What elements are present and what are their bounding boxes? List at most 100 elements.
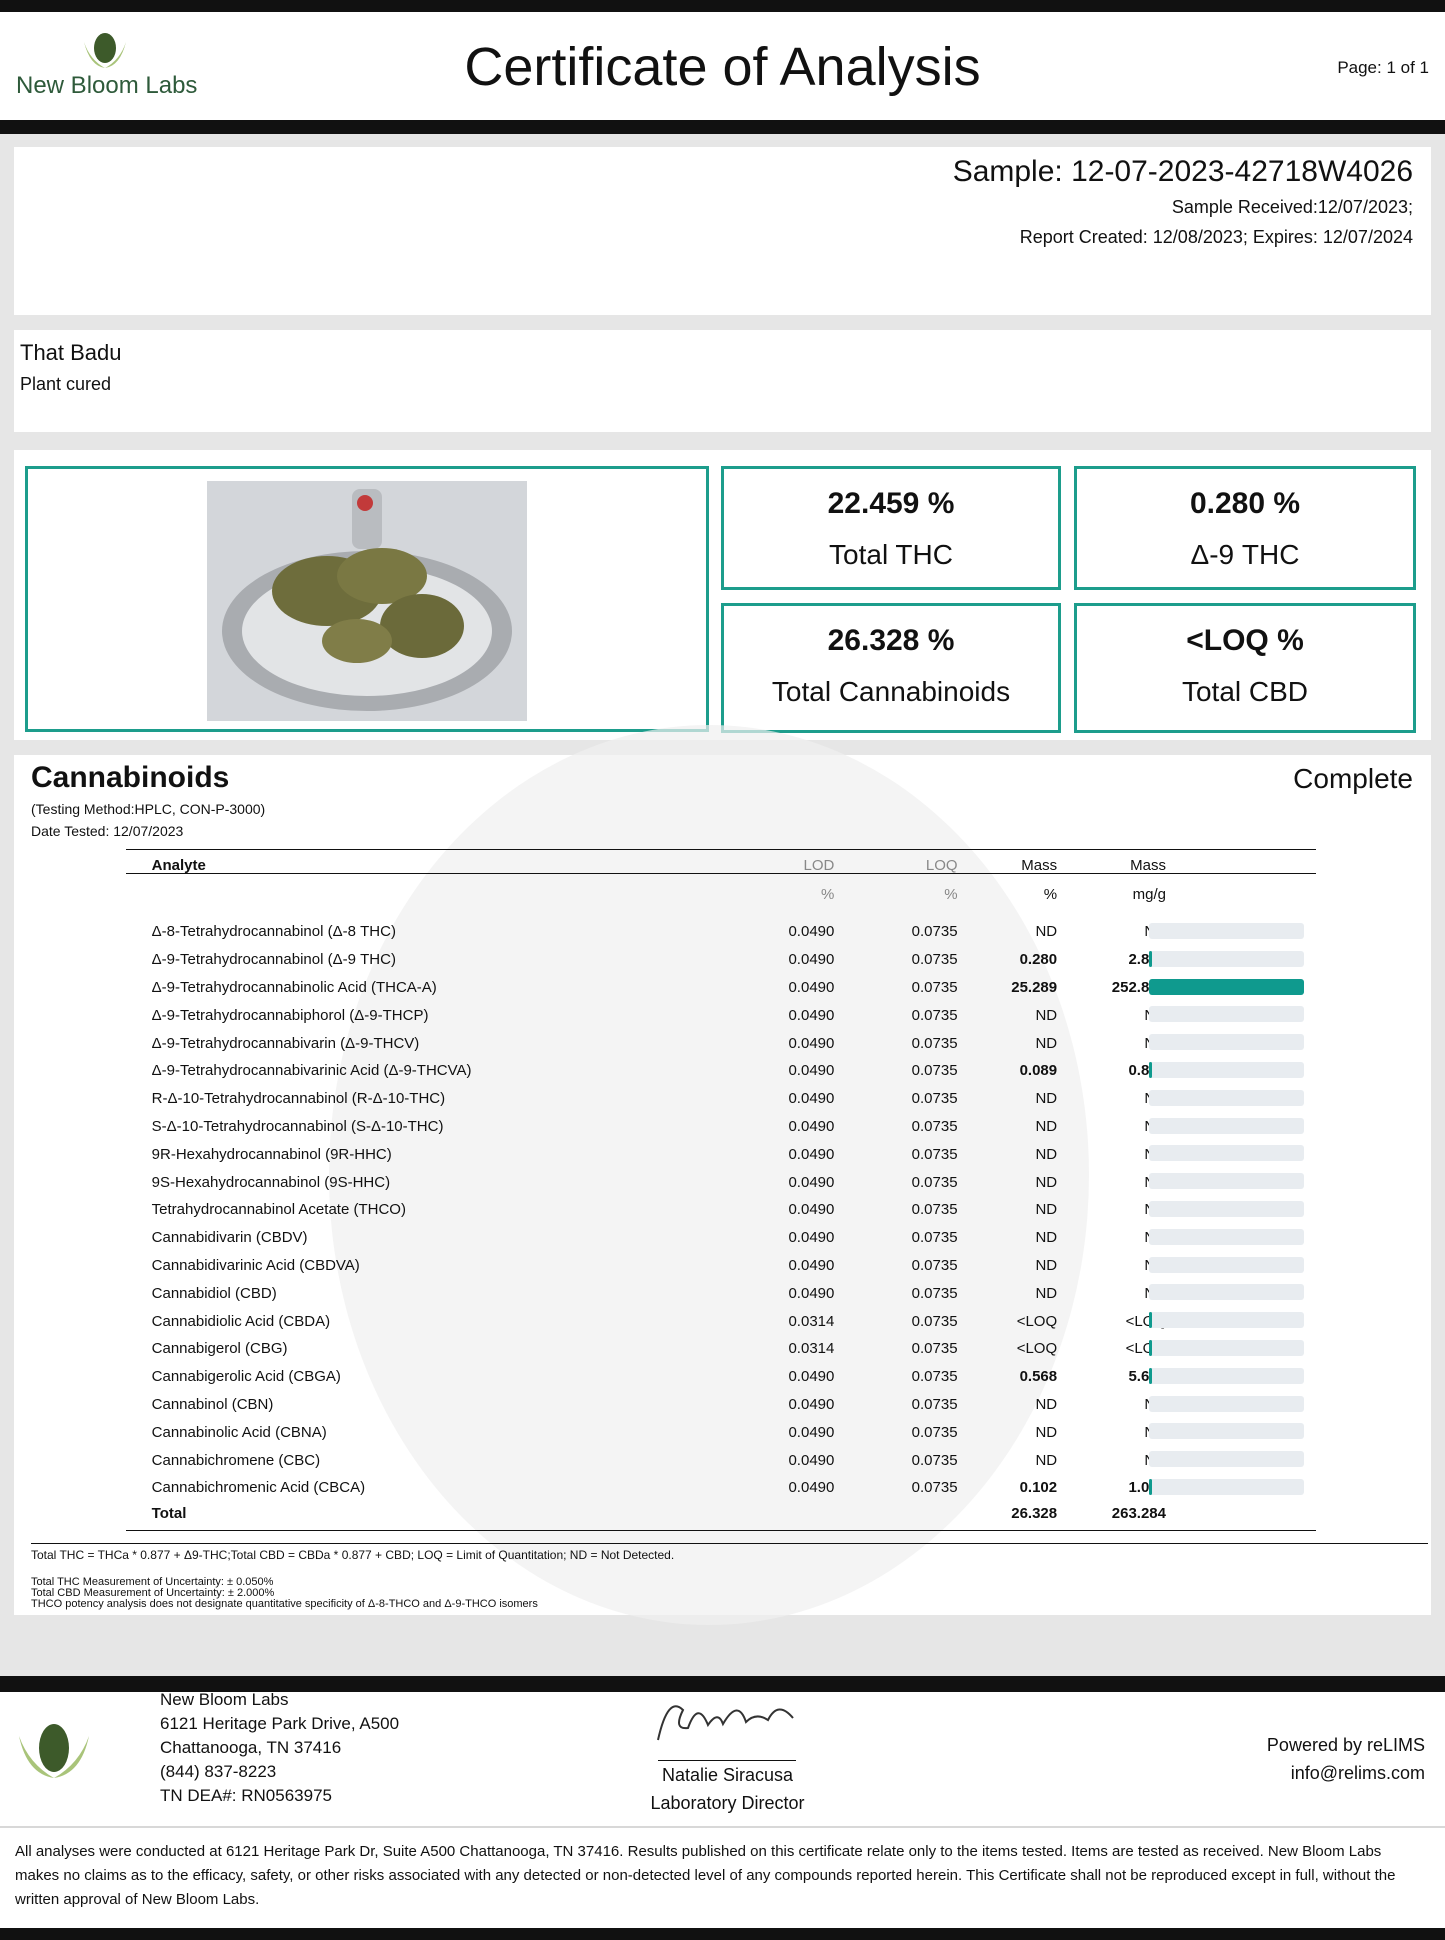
note-cbd: Total CBD Measurement of Uncertainty: ± …	[31, 1587, 275, 1599]
total-row: Total 26.328 263.284	[126, 1500, 1166, 1528]
analyte-name: Cannabidiolic Acid (CBDA)	[151, 1312, 331, 1330]
analyte-name: Cannabinol (CBN)	[151, 1395, 274, 1413]
mass-pct-value: ND	[1035, 1173, 1058, 1191]
uncertainty-notes: Total THC Measurement of Uncertainty: ± …	[31, 1577, 538, 1610]
table-row: Δ-9-Tetrahydrocannabinol (Δ-9 THC) 0.0490…	[126, 946, 1166, 974]
analyte-name: S-Δ-10-Tetrahydrocannabinol (S-Δ-10-THC)	[151, 1117, 444, 1135]
d9-thc-card: 0.280 % Δ-9 THC	[1074, 466, 1416, 590]
result-bar-track	[1149, 1395, 1304, 1412]
result-bar-track	[1149, 950, 1304, 967]
loq-value: 0.0735	[911, 1117, 958, 1135]
loq-value: 0.0735	[911, 1145, 958, 1163]
bottom-bar	[0, 1928, 1445, 1940]
total-cannabinoids-value: 26.328 %	[827, 624, 955, 657]
loq-value: 0.0735	[911, 1006, 958, 1024]
lab-dea: TN DEA#: RN0563975	[160, 1786, 332, 1805]
col-mass-pct: Mass	[1021, 857, 1058, 875]
loq-value: 0.0735	[911, 1034, 958, 1052]
result-bar-track	[1149, 1006, 1304, 1023]
table-top-rule	[126, 849, 1316, 850]
table-row: Cannabigerol (CBG) 0.0314 0.0735 <LOQ <LOQ	[126, 1335, 1166, 1363]
loq-value: 0.0735	[911, 1062, 958, 1080]
mass-pct-value: 0.280	[1019, 951, 1058, 969]
watermark-logo	[329, 725, 1089, 1625]
total-mass-pct: 26.328	[1011, 1505, 1058, 1523]
table-row: Δ-9-Tetrahydrocannabivarin (Δ-9-THCV) 0.0…	[126, 1029, 1166, 1057]
mass-pct-value: ND	[1035, 1423, 1058, 1441]
loq-value: 0.0735	[911, 1173, 958, 1191]
report-dates: Report Created: 12/08/2023; Expires: 12/…	[1019, 227, 1413, 247]
cannabinoid-table: Δ-8-Tetrahydrocannabinol (Δ-8 THC) 0.0490…	[126, 918, 1166, 1502]
contact-email[interactable]: info@relims.com	[1290, 1763, 1425, 1783]
signer-name: Natalie Siracusa	[661, 1765, 794, 1785]
mass-pct-value: <LOQ	[1016, 1312, 1058, 1330]
result-bar-track	[1149, 1062, 1304, 1078]
analyte-name: Cannabigerol (CBG)	[151, 1340, 288, 1358]
note-thco: THCO potency analysis does not designate…	[31, 1598, 538, 1610]
mass-pct-value: ND	[1035, 1256, 1058, 1274]
sample-id: Sample: 12-07-2023-42718W4026	[952, 155, 1413, 188]
col-lod: LOD	[803, 857, 835, 875]
analyte-name: Cannabinolic Acid (CBNA)	[151, 1423, 327, 1441]
table-row: Cannabidivarinic Acid (CBDVA) 0.0490 0.073…	[126, 1252, 1166, 1280]
d9-thc-value: 0.280 %	[1189, 487, 1301, 520]
table-row: Cannabigerolic Acid (CBGA) 0.0490 0.0735 0.…	[126, 1363, 1166, 1391]
loq-value: 0.0735	[911, 1340, 958, 1358]
loq-value: 0.0735	[911, 978, 958, 996]
sample-received: Sample Received:12/07/2023;	[1171, 197, 1413, 217]
loq-value: 0.0735	[911, 1284, 958, 1302]
lod-value: 0.0490	[788, 1451, 835, 1469]
date-tested: Date Tested: 12/07/2023	[31, 823, 184, 839]
lab-city: Chattanooga, TN 37416	[160, 1738, 342, 1757]
result-bar-track	[1149, 1451, 1304, 1468]
lod-value: 0.0490	[788, 1423, 835, 1441]
analyte-name: Cannabigerolic Acid (CBGA)	[151, 1368, 341, 1386]
lod-value: 0.0490	[788, 951, 835, 969]
top-bar	[0, 0, 1445, 12]
product-name: That Badu	[20, 340, 122, 365]
loq-value: 0.0735	[911, 1395, 958, 1413]
lod-value: 0.0490	[788, 1284, 835, 1302]
lod-value: 0.0490	[788, 1395, 835, 1413]
result-bar-track	[1149, 1256, 1304, 1273]
footer-logo-icon	[15, 1718, 93, 1785]
section-title: Cannabinoids	[31, 761, 230, 794]
table-units: % % % mg/g	[126, 881, 1166, 909]
d9-thc-label: Δ-9 THC	[1190, 539, 1300, 570]
analyte-name: Δ-9-Tetrahydrocannabinol (Δ-9 THC)	[151, 951, 396, 969]
product-panel: That Badu Plant cured	[14, 330, 1431, 432]
table-row: Cannabichromenic Acid (CBCA) 0.0490 0.0735…	[126, 1474, 1166, 1502]
analyte-name: 9S-Hexahydrocannabinol (9S-HHC)	[151, 1173, 391, 1191]
lod-value: 0.0490	[788, 1090, 835, 1108]
result-bar-track	[1149, 1284, 1304, 1301]
table-row: Tetrahydrocannabinol Acetate (THCO) 0.049…	[126, 1196, 1166, 1224]
loq-value: 0.0735	[911, 1423, 958, 1441]
table-row: Δ-9-Tetrahydrocannabiphorol (Δ-9-THCP) 0.…	[126, 1001, 1166, 1029]
total-thc-label: Total THC	[829, 539, 953, 570]
lod-value: 0.0490	[788, 1117, 835, 1135]
page-number: Page: 1 of 1	[1337, 58, 1429, 77]
result-bar-fill	[1149, 1062, 1152, 1078]
sample-panel: Sample: 12-07-2023-42718W4026 Sample Rec…	[14, 147, 1431, 315]
result-bar-track	[1149, 1173, 1304, 1190]
lab-name: New Bloom Labs	[160, 1690, 289, 1709]
result-bar-track	[1149, 1034, 1304, 1051]
result-bar-fill	[1149, 978, 1304, 995]
total-cannabinoids-card: 26.328 % Total Cannabinoids	[721, 603, 1061, 733]
lod-value: 0.0490	[788, 1006, 835, 1024]
total-mass-mgg: 263.284	[1111, 1505, 1166, 1523]
result-bar-track	[1149, 1479, 1304, 1495]
lod-value: 0.0490	[788, 1062, 835, 1080]
loq-value: 0.0735	[911, 1312, 958, 1330]
lod-value: 0.0490	[788, 923, 835, 941]
loq-value: 0.0735	[911, 951, 958, 969]
mass-pct-value: ND	[1035, 1117, 1058, 1135]
loq-value: 0.0735	[911, 1229, 958, 1247]
lod-value: 0.0490	[788, 1368, 835, 1386]
analyte-name: Δ-9-Tetrahydrocannabinolic Acid (THCA-A)	[151, 978, 437, 996]
mass-pct-value: ND	[1035, 1090, 1058, 1108]
header-divider	[0, 120, 1445, 134]
